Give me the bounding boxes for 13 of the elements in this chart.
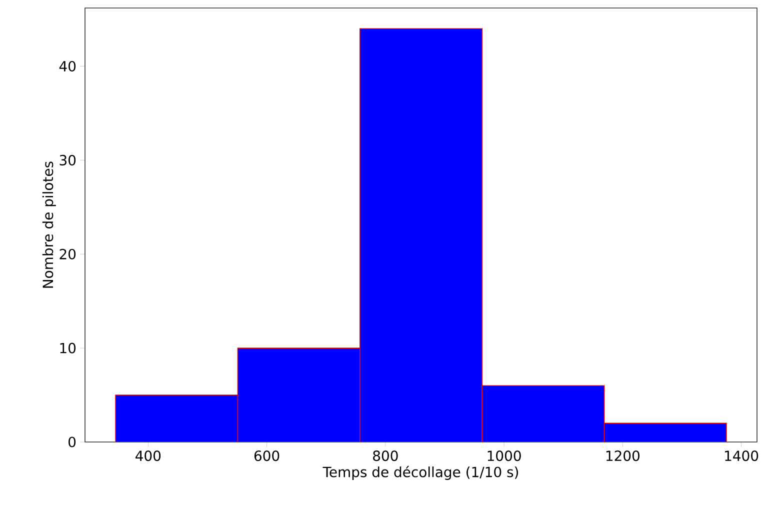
- x-tick-label: 800: [373, 450, 398, 462]
- y-tick-label: 40: [59, 60, 76, 72]
- x-tick-label: 600: [254, 450, 280, 462]
- x-tick-label: 1000: [488, 450, 521, 462]
- y-tick-label: 0: [68, 436, 76, 448]
- y-tick-label: 30: [60, 154, 76, 166]
- x-tick-label: 1200: [606, 450, 640, 462]
- y-tick-label: 10: [60, 342, 76, 354]
- y-tick-label: 20: [60, 248, 76, 260]
- y-axis-title: Nombre de pilotes: [42, 162, 56, 288]
- x-axis-title: Temps de décollage (1/10 s): [322, 466, 518, 480]
- x-tick-label: 400: [136, 450, 161, 462]
- x-tick-label: 1400: [725, 450, 758, 462]
